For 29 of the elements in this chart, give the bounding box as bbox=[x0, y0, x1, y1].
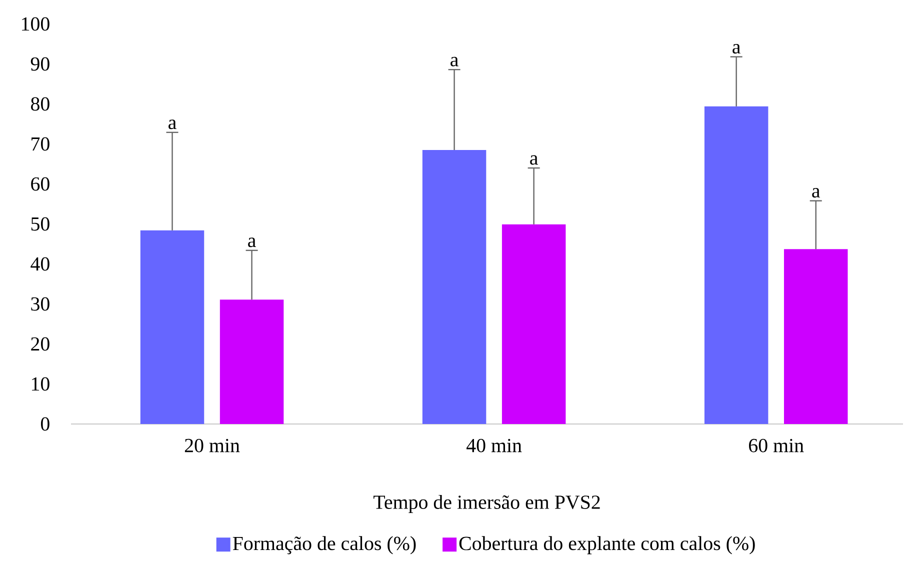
y-tick-label: 80 bbox=[31, 97, 50, 111]
y-tick-label: 50 bbox=[31, 217, 50, 231]
x-tick-label: 20 min bbox=[184, 438, 240, 452]
bar bbox=[502, 224, 566, 424]
bar bbox=[422, 150, 486, 424]
annotation: a bbox=[168, 120, 176, 130]
y-tick-label: 100 bbox=[22, 17, 50, 31]
y-tick-label: 0 bbox=[40, 417, 50, 431]
annotation: a bbox=[530, 155, 538, 165]
legend-label: Formação de calos (%) bbox=[232, 536, 416, 554]
bar bbox=[140, 230, 204, 424]
annotation: a bbox=[732, 44, 740, 54]
x-tick-label: 40 min bbox=[466, 438, 522, 452]
y-tick-label: 10 bbox=[32, 377, 50, 391]
y-tick-label: 90 bbox=[30, 57, 50, 71]
annotation: a bbox=[248, 238, 256, 248]
annotation: a bbox=[812, 188, 820, 198]
y-tick-label: 60 bbox=[31, 177, 50, 191]
bar bbox=[220, 300, 284, 424]
x-axis-title: Tempo de imersão em PVS2 bbox=[374, 494, 600, 514]
legend-label: Cobertura do explante com calos (%) bbox=[459, 536, 755, 554]
x-tick-label: 60 min bbox=[749, 438, 804, 452]
y-tick-label: 30 bbox=[31, 297, 50, 311]
y-tick-label: 40 bbox=[30, 257, 50, 271]
y-tick-label: 70 bbox=[32, 137, 50, 151]
bar bbox=[784, 249, 848, 424]
y-tick-label: 20 bbox=[31, 337, 50, 351]
annotation: a bbox=[450, 56, 458, 66]
bar bbox=[704, 106, 768, 424]
